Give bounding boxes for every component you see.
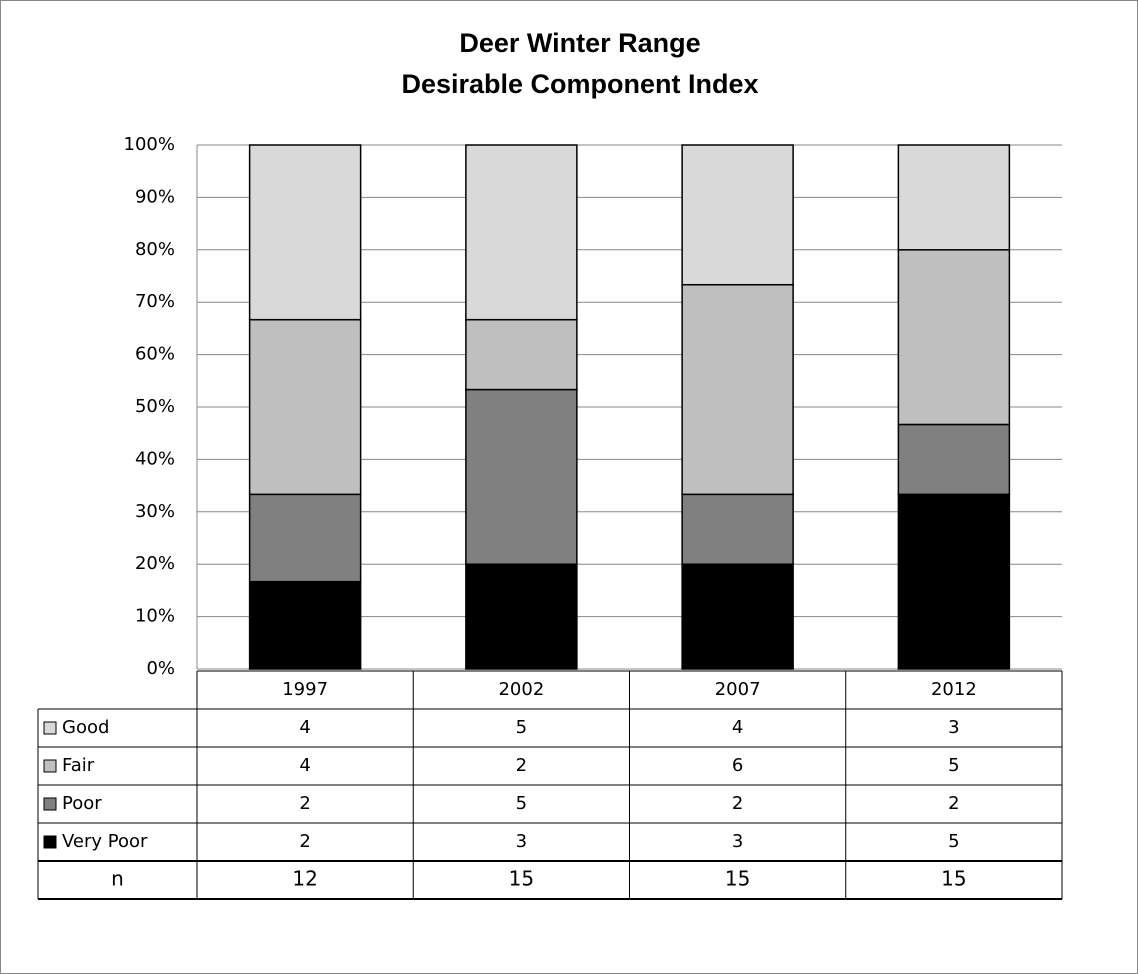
y-tick-label: 60% bbox=[135, 344, 175, 365]
table-value: 5 bbox=[516, 793, 527, 814]
y-tick-label: 80% bbox=[135, 239, 175, 260]
total-value: 12 bbox=[292, 867, 317, 891]
legend-key bbox=[43, 797, 57, 811]
table-value: 2 bbox=[732, 793, 743, 814]
y-tick-label: 20% bbox=[135, 553, 175, 574]
total-value: 15 bbox=[725, 867, 750, 891]
table-value: 2 bbox=[299, 831, 310, 852]
bar-segment bbox=[248, 318, 362, 496]
table-value: 3 bbox=[948, 717, 959, 738]
chart-subtitle: Desirable Component Index bbox=[401, 69, 758, 99]
bar-segment bbox=[897, 493, 1011, 670]
bar-segment bbox=[681, 283, 794, 496]
bar-segment bbox=[248, 493, 362, 583]
bar-segment bbox=[465, 563, 578, 670]
y-tick-label: 40% bbox=[135, 448, 175, 469]
chart-title: Deer Winter Range bbox=[459, 28, 700, 58]
legend-label: Very Poor bbox=[62, 831, 148, 852]
table-value: 6 bbox=[732, 755, 743, 776]
legend-key bbox=[43, 759, 57, 773]
bar-segment bbox=[681, 493, 794, 565]
table-value: 2 bbox=[948, 793, 959, 814]
table-value: 5 bbox=[516, 717, 527, 738]
table-value: 5 bbox=[948, 755, 959, 776]
bar-segment bbox=[681, 563, 794, 670]
table-value: 2 bbox=[299, 793, 310, 814]
table-value: 2 bbox=[516, 755, 527, 776]
table-value: 3 bbox=[732, 831, 743, 852]
table-value: 5 bbox=[948, 831, 959, 852]
total-value: 15 bbox=[941, 867, 966, 891]
totals-label: n bbox=[111, 867, 124, 891]
total-value: 15 bbox=[509, 867, 534, 891]
y-tick-label: 100% bbox=[124, 134, 175, 155]
y-tick-label: 10% bbox=[135, 606, 175, 627]
legend-key bbox=[43, 721, 57, 735]
table-value: 3 bbox=[516, 831, 527, 852]
x-tick-label: 1997 bbox=[282, 679, 328, 700]
bar-segment bbox=[248, 580, 362, 670]
y-tick-label: 0% bbox=[146, 658, 175, 679]
legend-label: Good bbox=[62, 717, 109, 738]
bar-segment bbox=[465, 388, 578, 565]
x-tick-label: 2007 bbox=[715, 679, 761, 700]
legend-label: Poor bbox=[62, 793, 102, 814]
bar-segment bbox=[897, 249, 1011, 426]
x-tick-label: 2012 bbox=[931, 679, 977, 700]
bar-segment bbox=[897, 144, 1011, 251]
bar-segment bbox=[681, 144, 794, 286]
table-value: 4 bbox=[299, 755, 310, 776]
bar-segment bbox=[465, 318, 578, 391]
y-tick-label: 70% bbox=[135, 291, 175, 312]
y-tick-label: 30% bbox=[135, 501, 175, 522]
bar-segment bbox=[897, 423, 1011, 496]
bar-segment bbox=[465, 144, 578, 321]
legend-key bbox=[43, 835, 57, 849]
table-value: 4 bbox=[732, 717, 743, 738]
y-tick-label: 90% bbox=[135, 186, 175, 207]
y-tick-label: 50% bbox=[135, 396, 175, 417]
legend-label: Fair bbox=[62, 755, 95, 776]
table-value: 4 bbox=[299, 717, 310, 738]
bar-segment bbox=[248, 144, 362, 321]
x-tick-label: 2002 bbox=[498, 679, 544, 700]
